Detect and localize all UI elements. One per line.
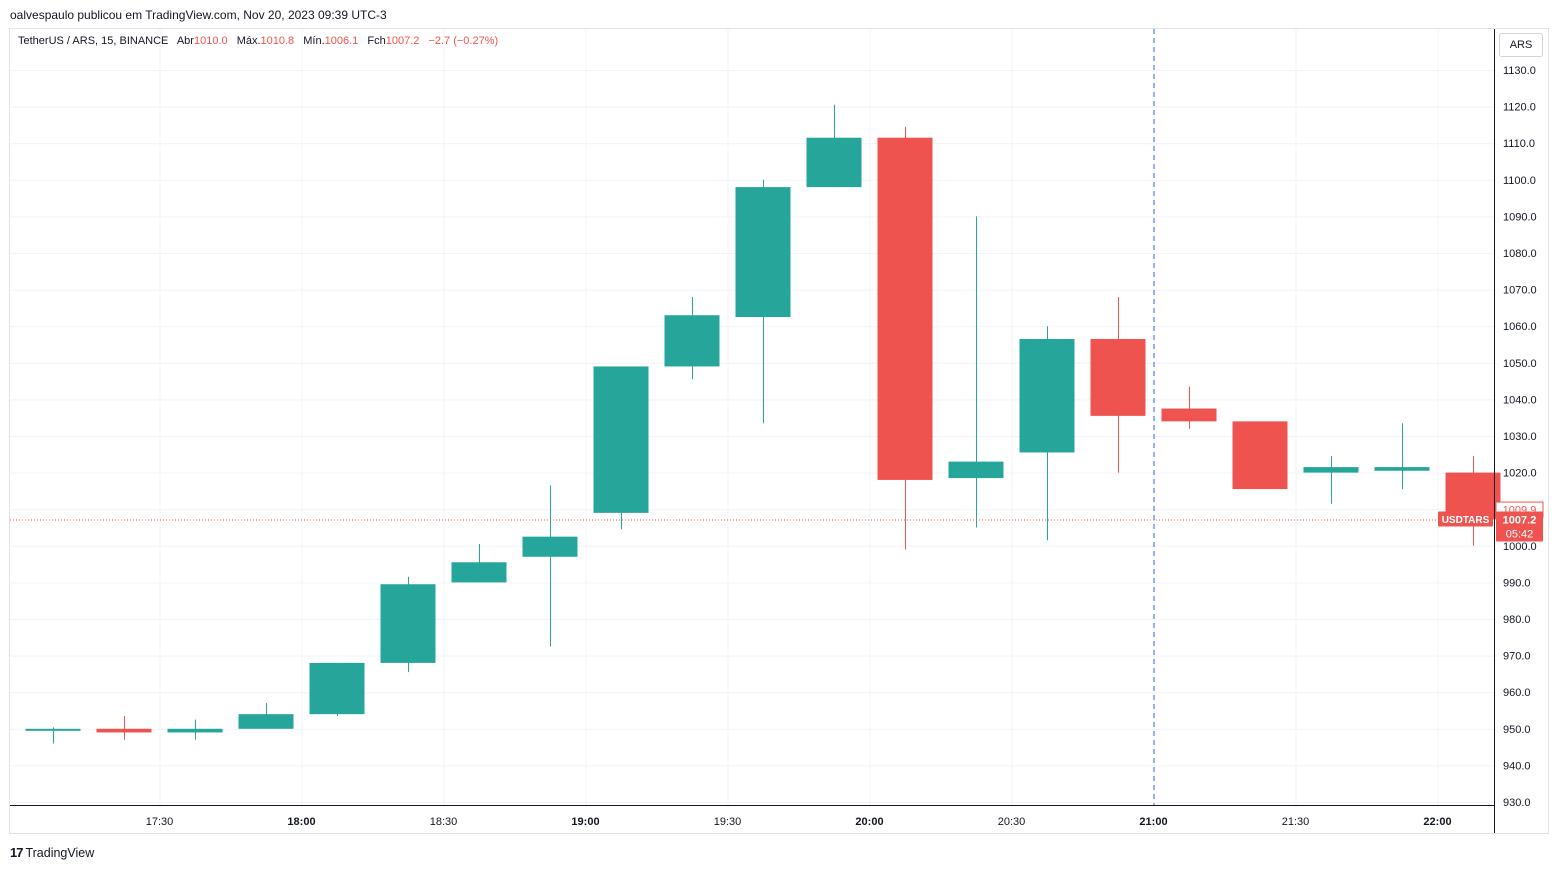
y-tick-label: 1090.0 [1503, 211, 1537, 223]
candle-body [522, 536, 578, 557]
candle-body [96, 728, 152, 733]
last-price-label: 1007.2 [1503, 514, 1537, 526]
y-tick-label: 1020.0 [1503, 468, 1537, 480]
x-tick-label: 18:30 [430, 816, 458, 828]
y-tick-label: 960.0 [1503, 687, 1531, 699]
y-tick-label: 1130.0 [1503, 65, 1536, 77]
grid-lines [10, 29, 1494, 805]
candle-body [1161, 408, 1217, 422]
candles [25, 104, 1501, 744]
x-tick-label: 20:30 [998, 816, 1026, 828]
candle [948, 216, 1004, 528]
symbol-tag-box [1438, 511, 1493, 527]
y-tick-label: 980.0 [1503, 614, 1531, 626]
candle [1232, 421, 1288, 490]
publisher-line: oalvespaulo publicou em TradingView.com,… [10, 8, 387, 22]
y-tick-label: 930.0 [1503, 797, 1531, 809]
candle [25, 727, 81, 744]
candle [380, 576, 436, 673]
candle [1161, 386, 1217, 429]
candle [1303, 456, 1359, 504]
y-tick-label: 1040.0 [1503, 394, 1537, 406]
candle [451, 543, 507, 583]
candle [877, 126, 933, 550]
x-tick-label: 21:30 [1282, 816, 1310, 828]
candle [1090, 296, 1146, 473]
legend-close-value: 1007.2 [385, 35, 420, 47]
legend-open-value: 1010.0 [193, 35, 228, 47]
chart-frame[interactable] [9, 28, 1549, 834]
candle [167, 719, 223, 740]
candle [1445, 456, 1501, 546]
legend-symbol: TetherUS / ARS, 15, BINANCE [18, 35, 169, 47]
candle [1374, 423, 1430, 490]
candle-body [238, 714, 294, 729]
candle-body [948, 461, 1004, 479]
candle [735, 179, 791, 424]
y-tick-label: 1110.0 [1503, 138, 1535, 150]
candle-body [593, 366, 649, 513]
y-tick-label: 1030.0 [1503, 431, 1537, 443]
candle-body [167, 728, 223, 733]
legend-low-label: Mín. [303, 35, 325, 47]
countdown-label: 05:42 [1506, 528, 1534, 540]
y-tick-label: 1050.0 [1503, 358, 1537, 370]
candle [593, 366, 649, 530]
candle-body [309, 662, 365, 715]
candle [522, 485, 578, 647]
y-tick-label: 1060.0 [1503, 321, 1537, 333]
x-tick-label: 19:30 [714, 816, 742, 828]
candle-body [1232, 421, 1288, 490]
y-tick-label: 940.0 [1503, 760, 1531, 772]
candle-body [1090, 339, 1146, 416]
x-tick-label: 18:00 [287, 816, 315, 828]
last-price-label-box [1496, 511, 1543, 542]
ohlc-legend: TetherUS / ARS, 15, BINANCE Abr1010.0 Má… [18, 35, 498, 47]
candle [309, 662, 365, 716]
x-tick-label: 20:00 [855, 816, 883, 828]
legend-high-label: Máx. [236, 35, 261, 47]
candle-body [25, 728, 81, 731]
candle-body [877, 137, 933, 480]
tradingview-logo-mark: 17 [10, 845, 24, 860]
y-tick-label: 1080.0 [1503, 248, 1537, 260]
legend-high-value: 1010.8 [260, 35, 295, 47]
candle-body [735, 187, 791, 318]
candle-body [1374, 467, 1430, 471]
candle [1019, 326, 1075, 541]
y-tick-label: 950.0 [1503, 724, 1531, 736]
symbol-tag: USDTARS [1442, 515, 1490, 526]
x-tick-label: 22:00 [1423, 816, 1451, 828]
tradingview-logo-text: TradingView [25, 846, 95, 860]
x-tick-label: 19:00 [571, 816, 599, 828]
candle-body [380, 584, 436, 663]
candle-body [664, 315, 720, 367]
candle [806, 104, 862, 188]
legend-close-label: Fch [367, 35, 386, 47]
y-tick-label: 1100.0 [1503, 175, 1536, 187]
candle-body [1303, 467, 1359, 473]
candle-body [451, 562, 507, 583]
candle-body [806, 137, 862, 188]
legend-change: −2.7 (−0.27%) [428, 35, 499, 47]
y-tick-label: 1070.0 [1503, 285, 1537, 297]
candle [664, 296, 720, 380]
x-tick-label: 17:30 [146, 816, 174, 828]
axes: 930.0 940.0 950.0 960.0 970.0 980.0 990.0 1000.… [10, 29, 1537, 833]
currency-button[interactable]: ARS [1499, 33, 1543, 57]
y-tick-label: 1000.0 [1503, 541, 1537, 553]
legend-low-value: 1006.1 [324, 35, 359, 47]
candle [238, 703, 294, 729]
y-tick-label: 1120.0 [1503, 102, 1536, 114]
y-tick-label: 970.0 [1503, 651, 1531, 663]
candle [96, 715, 152, 740]
candle-body [1019, 339, 1075, 453]
y-tick-label: 990.0 [1503, 577, 1531, 589]
legend-open-label: Abr [176, 35, 194, 47]
tradingview-logo[interactable]: 17 TradingView [10, 845, 94, 860]
x-tick-label: 21:00 [1139, 816, 1167, 828]
